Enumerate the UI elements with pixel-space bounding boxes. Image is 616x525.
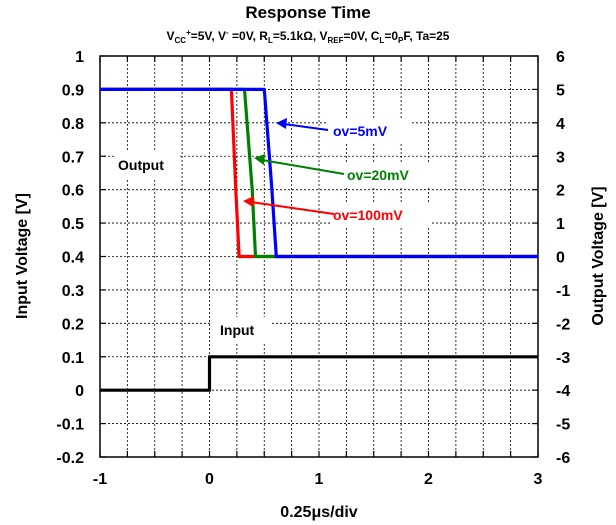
y-left-tick-label: 0.3 — [62, 283, 84, 300]
series-line-input — [100, 355, 538, 392]
output-annotation: Output — [118, 157, 164, 173]
x-tick-label: 1 — [315, 471, 324, 488]
y-right-tick-label: 5 — [556, 82, 565, 99]
tick-labels: 1 0.9 0.8 0.7 0.6 0.5 0.4 0.3 0.2 0.1 0 -0.1 -0.2 6 5 4… — [56, 49, 570, 488]
ov20-label: ov=20mV — [347, 167, 410, 183]
y-right-tick-label: 3 — [556, 149, 565, 166]
y-left-tick-label: 1 — [75, 49, 84, 66]
ov20-label-bg — [340, 163, 432, 187]
ov20-arrow-head — [254, 154, 265, 165]
input-label-bg — [212, 317, 270, 343]
y-right-tick-label: 1 — [556, 216, 565, 233]
axis-ticks — [99, 55, 539, 458]
ov100-label: ov=100mV — [333, 207, 403, 223]
y-left-tick-label: 0.9 — [62, 82, 84, 99]
ov100-arrow-line — [250, 201, 335, 215]
y-left-tick-label: 0.8 — [62, 116, 84, 133]
output-label-bg — [114, 152, 178, 178]
y-right-tick-label: -5 — [556, 417, 570, 434]
chart-title: Response Time — [245, 3, 370, 22]
y-axis-label-left: Input Voltage [V] — [14, 193, 31, 319]
y-right-tick-label: -6 — [556, 450, 570, 467]
ov100-arrow-head — [243, 196, 254, 207]
y-left-tick-label: 0.2 — [62, 316, 84, 333]
input-annotation: Input — [220, 322, 255, 338]
series-line-ov-5mv — [100, 87, 538, 259]
x-tick-label: 0 — [205, 471, 214, 488]
ov5-arrow-head — [276, 118, 287, 129]
y-axis-label-right: Output Voltage [V] — [590, 186, 607, 325]
x-tick-label: 2 — [424, 471, 433, 488]
y-right-tick-label: -2 — [556, 316, 570, 333]
x-tick-label: 3 — [534, 471, 543, 488]
ov5-label: ov=5mV — [333, 123, 388, 139]
ov20-arrow-line — [261, 159, 345, 175]
y-right-tick-label: 2 — [556, 183, 565, 200]
y-left-tick-label: 0.5 — [62, 216, 84, 233]
series-lines — [100, 87, 538, 392]
y-left-tick-label: 0.7 — [62, 149, 84, 166]
y-left-tick-label: 0.1 — [62, 350, 84, 367]
y-right-tick-label: 6 — [556, 49, 565, 66]
chart-subtitle: VCC+=5V, V- =0V, RL=5.1kΩ, VREF=0V, CL=0… — [167, 28, 450, 45]
ov100-label-bg — [330, 203, 430, 227]
annotations: Output Input ov=5mV ov=20mV ov=100mV — [114, 118, 432, 343]
y-left-tick-label: -0.2 — [56, 450, 84, 467]
y-right-tick-label: 4 — [556, 116, 565, 133]
ov5-label-bg — [326, 119, 410, 143]
y-left-tick-label: 0.6 — [62, 183, 84, 200]
y-left-tick-label: 0.4 — [62, 250, 84, 267]
y-right-tick-label: -3 — [556, 350, 570, 367]
y-right-tick-label: -4 — [556, 383, 570, 400]
y-left-tick-label: -0.1 — [56, 417, 84, 434]
x-tick-label: -1 — [93, 471, 107, 488]
y-right-tick-label: -1 — [556, 283, 570, 300]
ov5-arrow-line — [283, 123, 329, 131]
x-axis-label: 0.25μs/div — [280, 504, 357, 521]
y-right-tick-label: 0 — [556, 250, 565, 267]
y-left-tick-label: 0 — [75, 383, 84, 400]
